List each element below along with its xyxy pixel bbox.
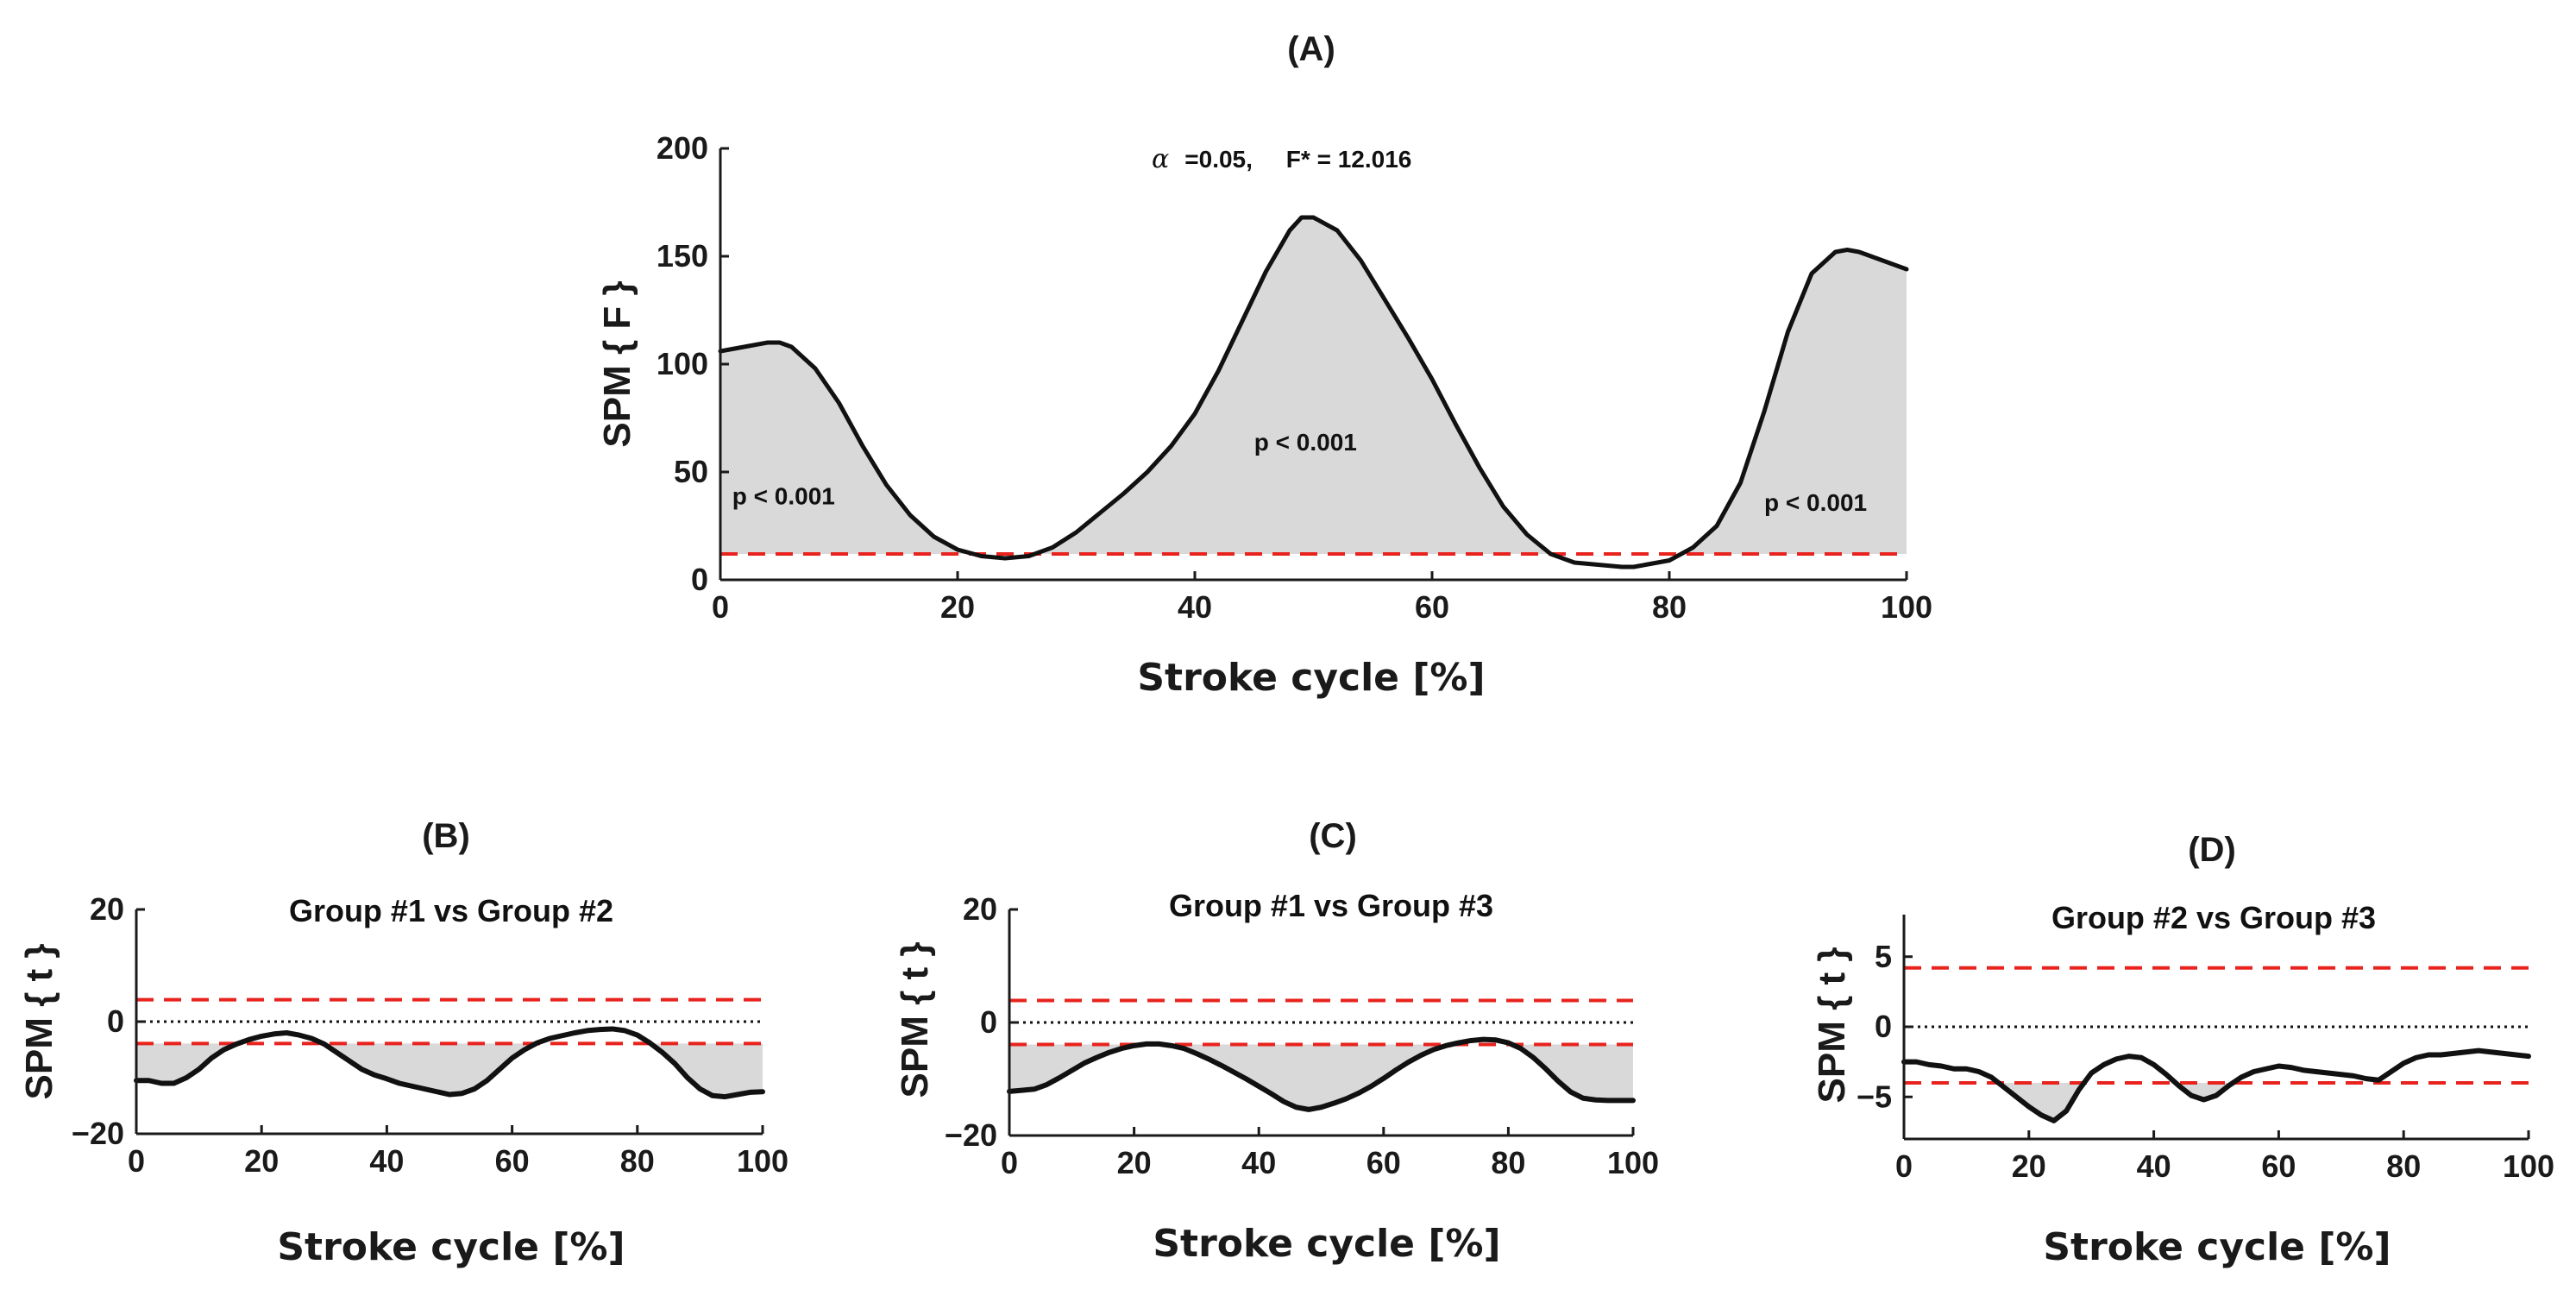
y-tick-label: 0	[107, 1003, 124, 1039]
annotation-text: α =0.05, F* = 12.016	[1152, 144, 1411, 174]
x-tick-label: 100	[1607, 1145, 1659, 1180]
x-tick-label: 60	[1367, 1145, 1401, 1180]
x-tick-label: 80	[1652, 589, 1687, 625]
spm-curve	[1007, 1036, 1636, 1112]
x-axis-label: Stroke cycle [%]	[1153, 1222, 1500, 1266]
x-tick-label: 20	[244, 1143, 279, 1179]
x-tick-label: 20	[1117, 1145, 1152, 1180]
y-axis-label: SPM { t }	[18, 944, 60, 1100]
panel-d: (D) Group #2 vs Group #3 0 20 40 60 80 100−50…	[1811, 831, 2554, 1269]
panel-b: (B) Group #1 vs Group #2 0 20 40 60 80 100 −20…	[18, 817, 789, 1269]
y-axis-label: SPM { F }	[596, 280, 638, 447]
x-tick-label: 40	[1178, 589, 1212, 625]
panel-d-label: (D)	[2188, 831, 2236, 869]
y-tick-label: −5	[1857, 1079, 1892, 1114]
panel-a-plot: 0 20 40 60 80 100 0 50 100 150 200 p < 0.001 p < 0.0…	[657, 130, 1932, 625]
y-tick-label: 0	[1875, 1009, 1892, 1044]
y-tick-label: 100	[657, 346, 708, 381]
x-tick-label: 20	[940, 589, 975, 625]
x-tick-label: 60	[495, 1143, 530, 1179]
y-tick-label: 0	[691, 562, 708, 597]
p-value-label: p < 0.001	[732, 483, 835, 510]
y-tick-label: 5	[1875, 939, 1892, 974]
x-tick-label: 40	[1241, 1145, 1276, 1180]
y-axis-label: SPM { t }	[1811, 947, 1853, 1104]
y-tick-label: −20	[72, 1116, 124, 1151]
x-tick-label: 80	[1491, 1145, 1525, 1180]
y-tick-label: −20	[945, 1117, 997, 1153]
spm-curve	[134, 1026, 765, 1100]
x-tick-label: 80	[620, 1143, 655, 1179]
panel-a: (A) α =0.05, F* = 12.016 0 20 40 60 80 100 0 50…	[596, 30, 1932, 700]
x-tick-label: 0	[128, 1143, 145, 1179]
x-tick-label: 20	[2012, 1148, 2046, 1184]
x-tick-label: 0	[1895, 1148, 1913, 1184]
panel-b-title: Group #1 vs Group #2	[289, 893, 613, 928]
y-tick-label: 150	[657, 238, 708, 274]
y-axis-label: SPM { t }	[894, 942, 936, 1098]
x-axis-label: Stroke cycle [%]	[2043, 1225, 2391, 1269]
alpha-symbol: α	[1152, 144, 1169, 174]
x-tick-label: 100	[737, 1143, 789, 1179]
x-tick-label: 40	[369, 1143, 404, 1179]
panel-c-title: Group #1 vs Group #3	[1169, 888, 1493, 923]
p-value-label: p < 0.001	[1254, 429, 1357, 456]
y-tick-label: 20	[963, 891, 997, 927]
suprathreshold-area	[136, 1022, 763, 1098]
x-tick-label: 100	[2503, 1148, 2554, 1184]
spm-curve	[1901, 1047, 2531, 1123]
suprathreshold-area	[720, 217, 1907, 554]
panel-b-label: (B)	[422, 817, 470, 855]
x-tick-label: 60	[1415, 589, 1449, 625]
alpha-f-star-value: =0.05, F* = 12.016	[1184, 146, 1411, 173]
panel-a-label: (A)	[1287, 30, 1335, 68]
x-axis-label: Stroke cycle [%]	[1137, 656, 1485, 700]
x-tick-label: 100	[1881, 589, 1932, 625]
y-tick-label: 200	[657, 130, 708, 166]
x-axis-label: Stroke cycle [%]	[277, 1225, 625, 1269]
panel-c: (C) Group #1 vs Group #3 0 20 40 60 80 100 −20…	[894, 817, 1659, 1266]
x-tick-label: 0	[712, 589, 729, 625]
y-tick-label: 0	[980, 1004, 997, 1040]
p-value-label: p < 0.001	[1764, 489, 1867, 516]
x-tick-label: 40	[2137, 1148, 2171, 1184]
suprathreshold-area	[1904, 1027, 2529, 1121]
panel-d-plot: 0 20 40 60 80 100−505	[1857, 915, 2554, 1184]
spm-curve	[718, 215, 1909, 569]
y-tick-label: 20	[90, 891, 124, 927]
x-tick-label: 60	[2261, 1148, 2296, 1184]
x-tick-label: 80	[2386, 1148, 2421, 1184]
x-tick-label: 0	[1001, 1145, 1018, 1180]
panel-d-title: Group #2 vs Group #3	[2051, 900, 2376, 935]
panel-c-label: (C)	[1309, 817, 1357, 855]
y-tick-label: 50	[674, 454, 708, 489]
